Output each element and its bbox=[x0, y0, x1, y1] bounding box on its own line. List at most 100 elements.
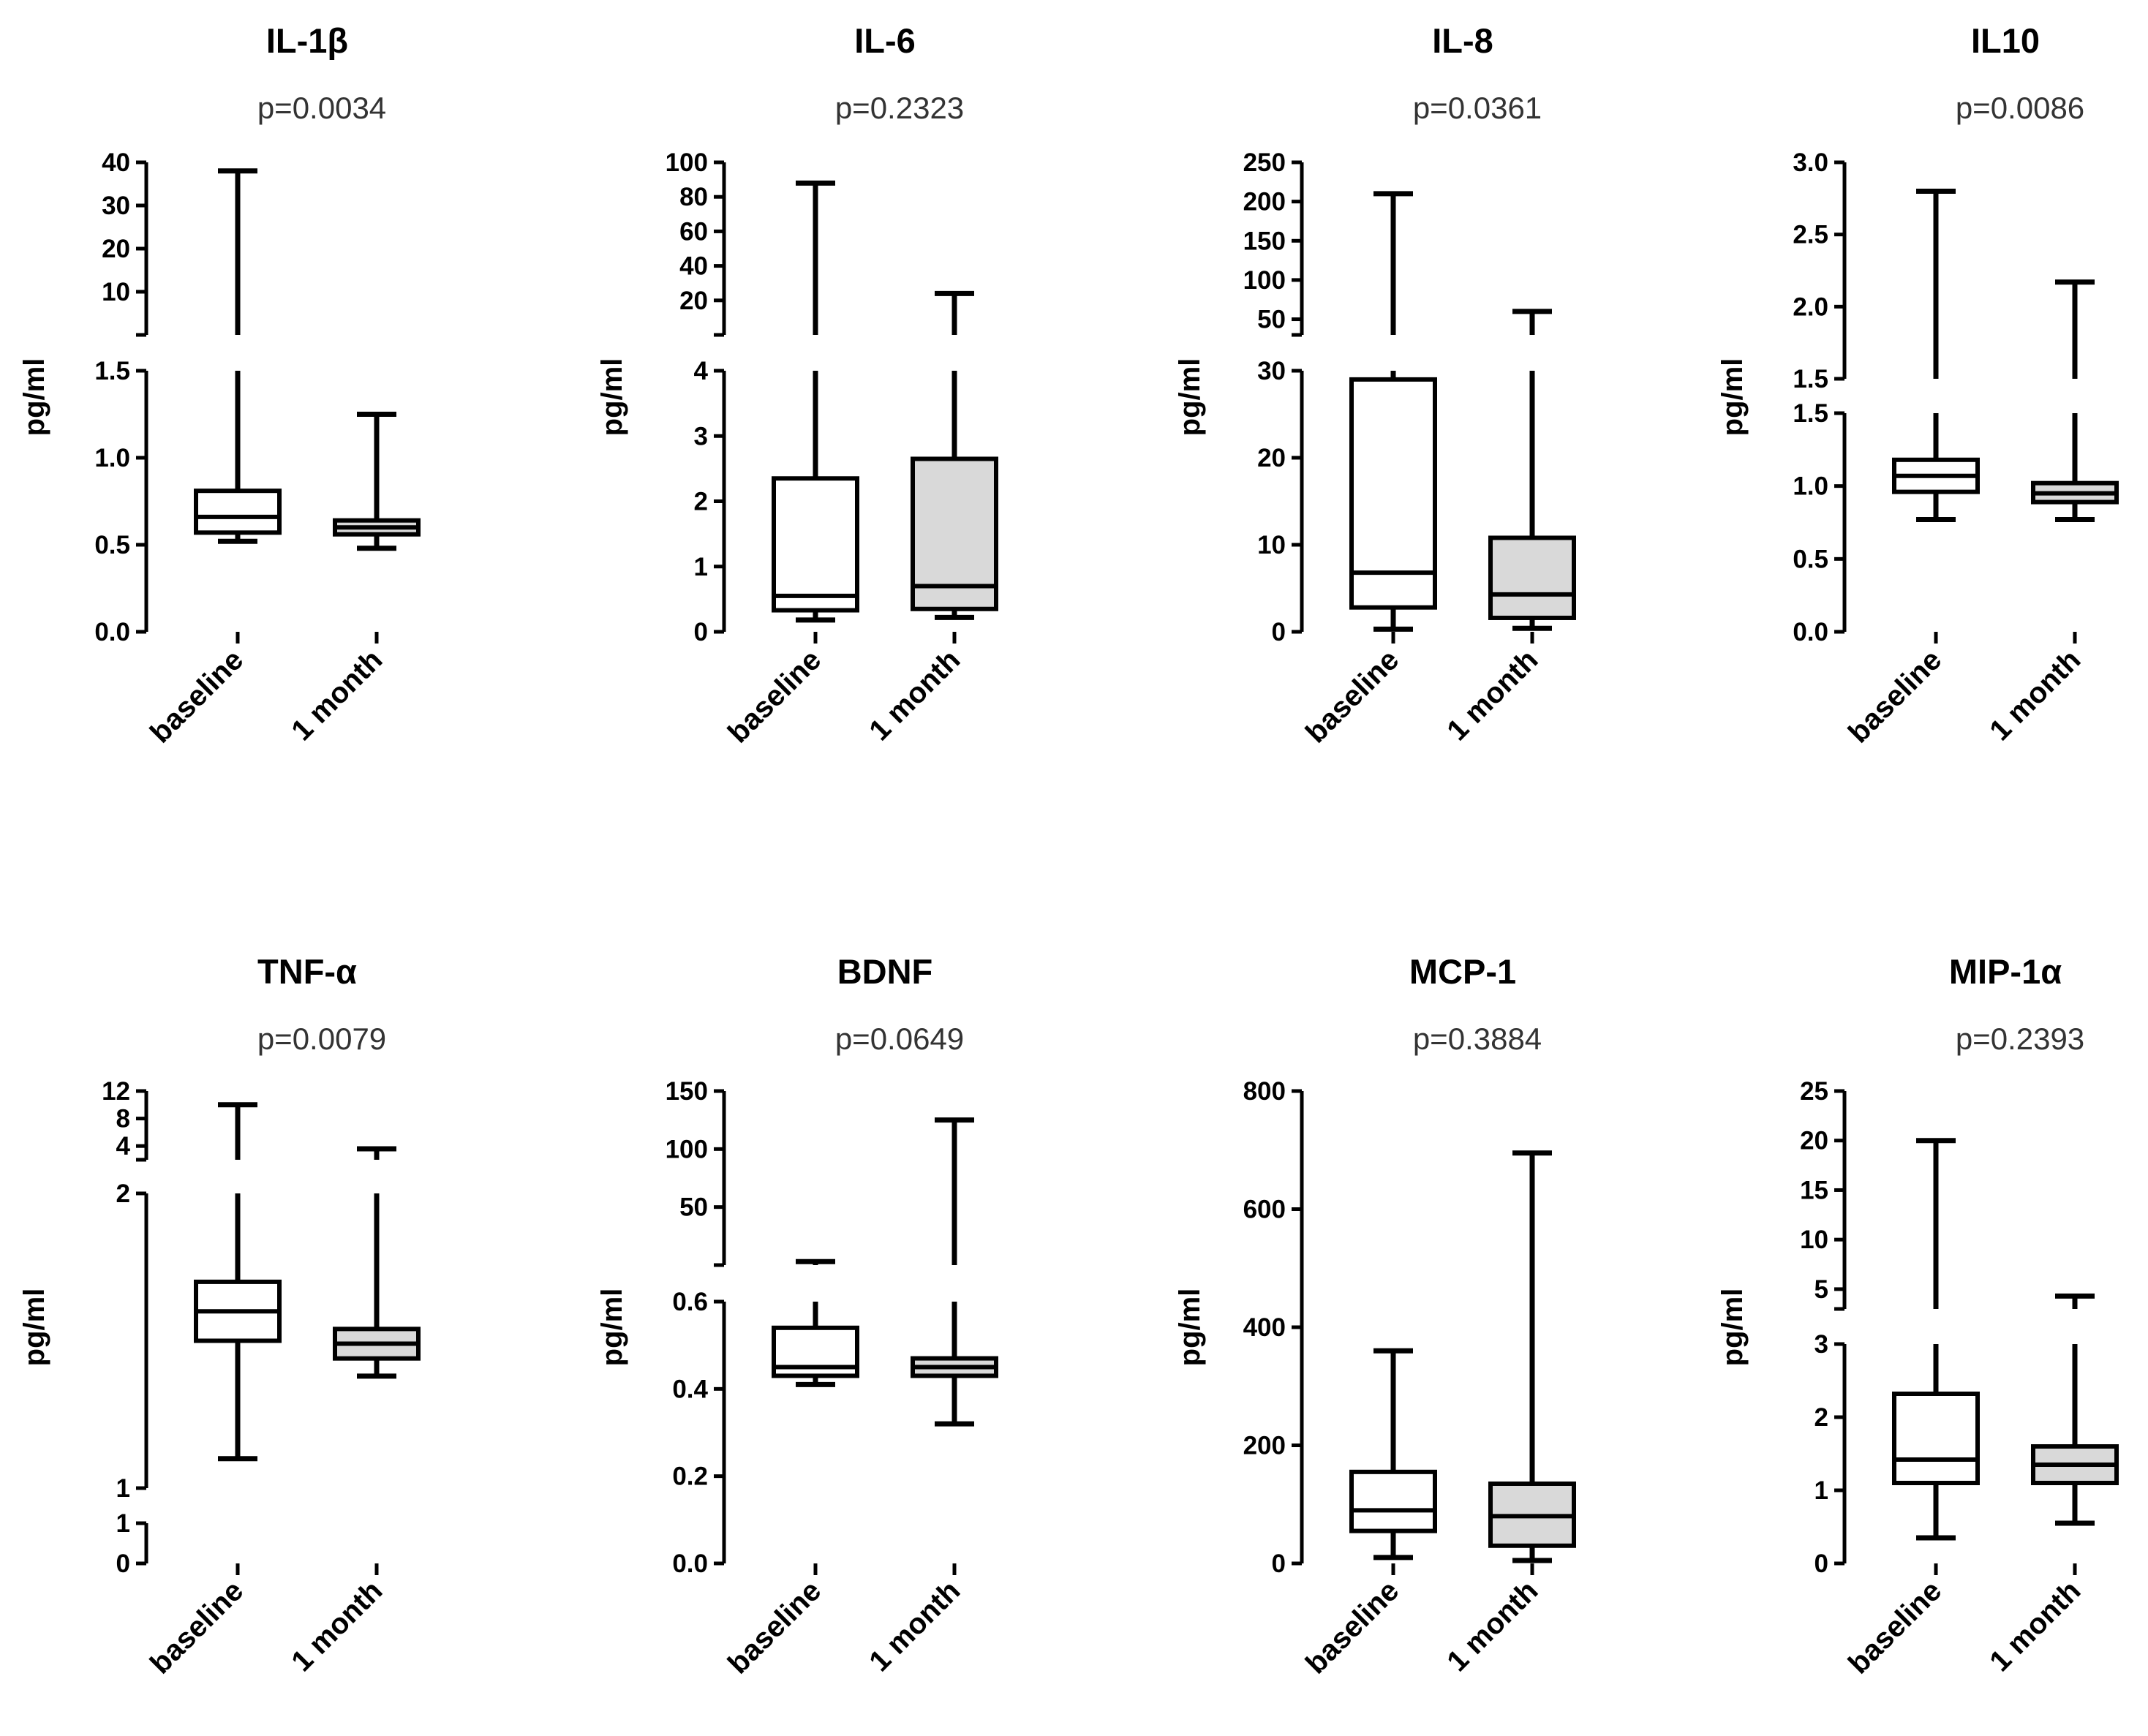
y-tick-label: 12 bbox=[102, 1077, 130, 1106]
panel-1: IL-6 p=0.2323 pg/ml 0 1 2 3 4 20 40 60 80 100 baselin… bbox=[596, 21, 998, 750]
y-tick-label: 0.0 bbox=[1793, 618, 1828, 646]
p-value: p=0.0649 bbox=[835, 1022, 964, 1056]
y-tick-label: 10 bbox=[1800, 1226, 1828, 1254]
y-tick-label: 1 bbox=[116, 1474, 130, 1503]
y-axis-label: pg/ml bbox=[18, 1288, 50, 1367]
y-tick-label: 600 bbox=[1243, 1196, 1286, 1224]
y-tick-label: 0.5 bbox=[1793, 545, 1828, 573]
y-tick-label: 2 bbox=[116, 1180, 130, 1208]
y-tick-label: 1 bbox=[694, 553, 708, 581]
y-tick-label: 100 bbox=[666, 1135, 708, 1163]
y-axis-label: pg/ml bbox=[596, 1288, 628, 1367]
panel-5: BDNF p=0.0649 pg/ml 0.0 0.2 0.4 0.6 50 100 150 bas… bbox=[596, 952, 998, 1680]
y-tick-label: 4 bbox=[694, 357, 709, 385]
p-value: p=0.2323 bbox=[835, 91, 964, 125]
p-value: p=0.0034 bbox=[257, 91, 386, 125]
y-tick-label: 3.0 bbox=[1793, 148, 1828, 177]
panel-title: MIP-1α bbox=[1949, 952, 2062, 991]
y-tick-label: 1 bbox=[1815, 1476, 1828, 1505]
y-tick-label: 30 bbox=[1257, 357, 1286, 385]
box-baseline bbox=[1892, 1392, 1980, 1485]
y-tick-label: 0.2 bbox=[672, 1463, 708, 1491]
y-tick-label: 1.5 bbox=[1793, 365, 1828, 393]
y-tick-label: 0.5 bbox=[94, 531, 130, 559]
y-tick-label: 60 bbox=[679, 217, 708, 246]
panel-7: MIP-1α p=0.2393 pg/ml 0 1 2 3 5 10 15 20 25 baseline… bbox=[1716, 952, 2119, 1680]
y-tick-label: 1.5 bbox=[94, 357, 130, 385]
y-tick-label: 200 bbox=[1243, 1432, 1286, 1460]
y-tick-label: 0.0 bbox=[94, 618, 130, 646]
y-axis-label: pg/ml bbox=[1716, 358, 1749, 437]
x-category-label: baseline bbox=[1300, 644, 1405, 749]
y-tick-label: 0.4 bbox=[672, 1375, 708, 1403]
x-category-label: 1 month bbox=[1441, 644, 1544, 747]
panel-title: IL10 bbox=[1971, 21, 2040, 60]
y-tick-label: 100 bbox=[666, 148, 708, 177]
y-tick-label: 0 bbox=[694, 618, 708, 646]
y-tick-label: 4 bbox=[116, 1132, 131, 1161]
y-tick-label: 80 bbox=[679, 183, 708, 211]
y-tick-label: 10 bbox=[102, 278, 130, 306]
x-category-label: 1 month bbox=[1441, 1574, 1544, 1677]
y-tick-label: 50 bbox=[679, 1193, 708, 1222]
y-tick-label: 250 bbox=[1243, 148, 1286, 177]
x-category-label: 1 month bbox=[285, 644, 388, 747]
p-value: p=0.0086 bbox=[1956, 91, 2084, 125]
y-tick-label: 0 bbox=[1272, 1550, 1286, 1578]
p-value: p=0.2393 bbox=[1956, 1022, 2084, 1056]
box-1-month bbox=[1488, 535, 1576, 620]
y-tick-label: 0.0 bbox=[672, 1550, 708, 1578]
y-axis-label: pg/ml bbox=[1174, 1288, 1206, 1367]
y-tick-label: 200 bbox=[1243, 188, 1286, 216]
panel-title: IL-6 bbox=[854, 21, 916, 60]
y-tick-label: 0 bbox=[1815, 1550, 1828, 1578]
panel-3: IL10 p=0.0086 pg/ml 0.0 0.5 1.0 1.5 1.5 2.0 2.5 3.… bbox=[1716, 21, 2119, 750]
p-value: p=0.0079 bbox=[257, 1022, 386, 1056]
y-tick-label: 10 bbox=[1257, 531, 1286, 559]
p-value: p=0.3884 bbox=[1413, 1022, 1542, 1056]
panel-2: IL-8 p=0.0361 pg/ml 0 10 20 30 50 100 150 200 250 ba… bbox=[1174, 21, 1576, 750]
panel-0: IL-1β p=0.0034 pg/ml 0.0 0.5 1.0 1.5 10 20 30 40 ba… bbox=[18, 21, 421, 750]
y-tick-label: 2 bbox=[1815, 1403, 1828, 1432]
x-category-label: 1 month bbox=[863, 1574, 966, 1677]
x-category-label: baseline bbox=[1300, 1574, 1405, 1680]
panel-6: MCP-1 p=0.3884 pg/ml 0 200 400 600 800 baseline 1… bbox=[1174, 952, 1576, 1680]
x-category-label: baseline bbox=[144, 644, 249, 749]
y-tick-label: 8 bbox=[116, 1105, 130, 1133]
y-axis-label: pg/ml bbox=[1174, 358, 1206, 437]
x-category-label: baseline bbox=[722, 644, 827, 749]
x-category-label: 1 month bbox=[863, 644, 966, 747]
panel-title: TNF-α bbox=[257, 952, 357, 991]
y-tick-label: 3 bbox=[1815, 1330, 1828, 1359]
y-tick-label: 100 bbox=[1243, 266, 1286, 295]
panel-title: BDNF bbox=[837, 952, 933, 991]
box-baseline bbox=[1349, 1469, 1437, 1533]
panel-title: IL-8 bbox=[1432, 21, 1493, 60]
panel-title: MCP-1 bbox=[1409, 952, 1516, 991]
y-tick-label: 0 bbox=[1272, 618, 1286, 646]
y-tick-label: 2 bbox=[694, 488, 708, 516]
y-tick-label: 40 bbox=[679, 252, 708, 281]
y-tick-label: 15 bbox=[1800, 1176, 1828, 1204]
y-tick-label: 800 bbox=[1243, 1077, 1286, 1106]
box-baseline bbox=[194, 488, 282, 535]
y-tick-label: 150 bbox=[1243, 227, 1286, 255]
box-baseline bbox=[1349, 377, 1437, 610]
box-baseline bbox=[772, 476, 859, 613]
y-tick-label: 20 bbox=[102, 235, 130, 263]
y-tick-label: 150 bbox=[666, 1077, 708, 1106]
y-tick-label: 25 bbox=[1800, 1077, 1828, 1106]
y-tick-label: 2.0 bbox=[1793, 293, 1828, 321]
y-axis-label: pg/ml bbox=[1716, 1288, 1749, 1367]
y-tick-label: 0.6 bbox=[672, 1288, 708, 1316]
y-tick-label: 1 bbox=[116, 1509, 130, 1538]
x-category-label: 1 month bbox=[285, 1574, 388, 1677]
y-tick-label: 40 bbox=[102, 148, 130, 177]
y-tick-label: 20 bbox=[1800, 1127, 1828, 1155]
panel-title: IL-1β bbox=[266, 21, 348, 60]
p-value: p=0.0361 bbox=[1413, 91, 1542, 125]
x-category-label: 1 month bbox=[1983, 1574, 2087, 1677]
y-tick-label: 0 bbox=[116, 1550, 130, 1578]
